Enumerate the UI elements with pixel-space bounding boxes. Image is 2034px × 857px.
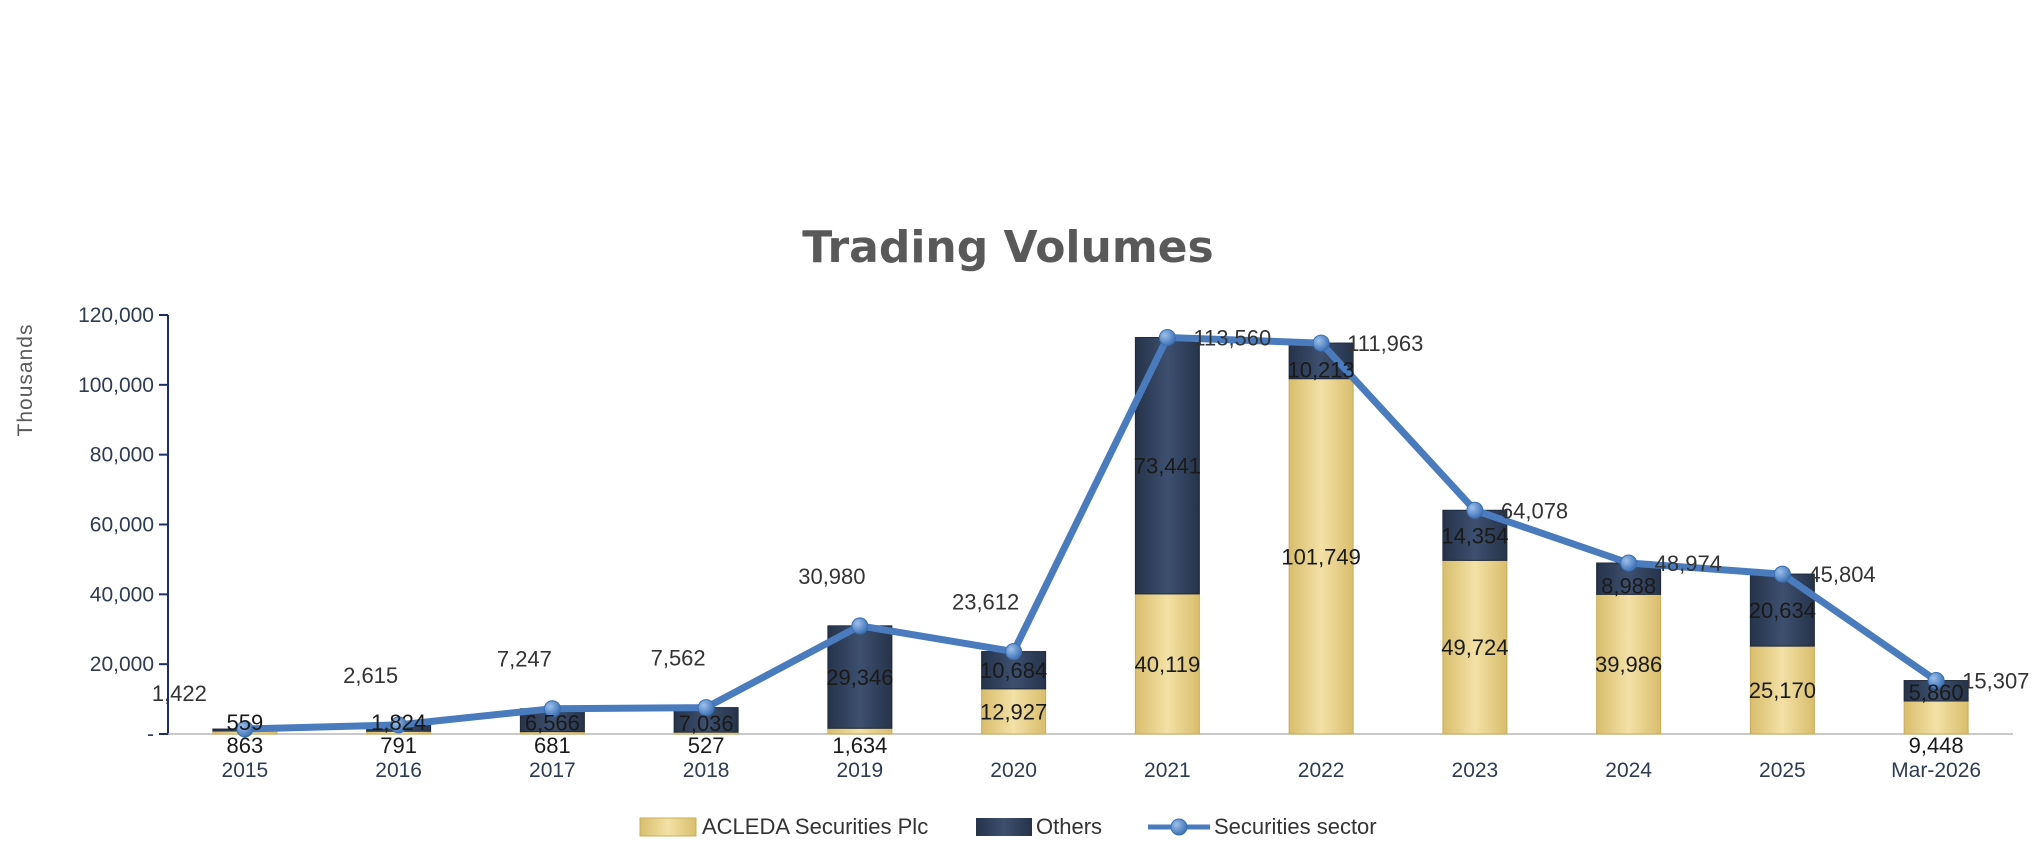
data-label-acleda: 101,749 <box>1281 544 1361 569</box>
sector-marker-2017 <box>543 700 561 718</box>
legend-label-sector: Securities sector <box>1214 814 1377 839</box>
data-label-acleda: 49,724 <box>1441 635 1508 660</box>
data-label-acleda: 25,170 <box>1749 678 1816 703</box>
sector-marker-2018 <box>697 699 715 717</box>
data-label-others: 10,213 <box>1287 358 1354 383</box>
x-tick-label: 2024 <box>1605 759 1652 782</box>
data-label-others: 73,441 <box>1134 454 1201 479</box>
data-label-others: 1,824 <box>371 710 426 735</box>
sector-marker-2022 <box>1312 334 1330 352</box>
data-label-others: 6,566 <box>525 711 580 736</box>
legend: ACLEDA Securities Plc Others Securities … <box>639 814 1377 839</box>
data-label-acleda: 1,634 <box>832 733 887 758</box>
data-label-others: 14,354 <box>1441 523 1508 548</box>
x-tick-label: 2020 <box>990 759 1037 782</box>
data-label-sector: 1,422 <box>152 681 207 706</box>
data-label-sector: 48,974 <box>1655 551 1722 576</box>
data-label-acleda: 681 <box>534 733 571 758</box>
legend-marker-sector <box>1170 818 1188 836</box>
sector-marker-Mar-2026 <box>1927 672 1945 690</box>
data-label-others: 10,684 <box>980 658 1047 683</box>
y-tick-label: 60,000 <box>90 514 154 537</box>
x-tick-label: 2022 <box>1298 759 1345 782</box>
data-label-acleda: 39,986 <box>1595 652 1662 677</box>
data-label-acleda: 863 <box>227 733 264 758</box>
data-label-others: 5,860 <box>1909 680 1964 705</box>
x-tick-label: 2023 <box>1452 759 1499 782</box>
x-tick-label: 2021 <box>1144 759 1191 782</box>
sector-marker-2020 <box>1005 643 1023 661</box>
y-tick-label: 120,000 <box>78 304 154 327</box>
bar-acleda-Mar-2026 <box>1903 700 1969 735</box>
data-label-acleda: 12,927 <box>980 699 1047 724</box>
data-label-sector: 64,078 <box>1501 498 1568 523</box>
data-label-sector: 23,612 <box>952 590 1019 615</box>
x-tick-label: 2018 <box>683 759 730 782</box>
data-label-others: 8,988 <box>1601 573 1656 598</box>
y-axis-label: Thousands <box>14 324 37 437</box>
sector-marker-2025 <box>1773 565 1791 583</box>
sector-marker-2015 <box>236 720 254 738</box>
bar-acleda-2021 <box>1134 593 1200 735</box>
data-label-acleda: 40,119 <box>1135 652 1201 677</box>
data-label-sector: 7,562 <box>651 646 706 671</box>
sector-marker-2024 <box>1620 554 1638 572</box>
y-tick-label: 40,000 <box>90 583 154 606</box>
data-label-others: 29,346 <box>826 665 893 690</box>
data-label-sector: 7,247 <box>497 647 552 672</box>
sector-marker-2016 <box>390 716 408 734</box>
bar-acleda-2022 <box>1288 378 1354 735</box>
data-label-others: 559 <box>227 710 264 735</box>
sector-marker-2019 <box>851 617 869 635</box>
x-tick-label: 2025 <box>1759 759 1806 782</box>
bar-acleda-2024 <box>1596 593 1662 735</box>
data-label-others: 20,634 <box>1749 598 1816 623</box>
data-label-sector: 45,804 <box>1808 562 1875 587</box>
data-label-sector: 113,560 <box>1193 325 1271 350</box>
bar-acleda-2025 <box>1749 645 1815 735</box>
data-label-sector: 15,307 <box>1962 669 2029 694</box>
x-tick-label: Mar-2026 <box>1891 759 1981 782</box>
x-tick-label: 2017 <box>529 759 576 782</box>
sector-marker-2021 <box>1158 328 1176 346</box>
y-tick-label: - <box>147 723 154 746</box>
data-label-sector: 2,615 <box>343 663 398 688</box>
data-label-acleda: 9,448 <box>1909 733 1964 758</box>
x-tick-label: 2019 <box>837 759 884 782</box>
legend-swatch-others <box>976 818 1032 836</box>
data-label-others: 7,036 <box>679 711 734 736</box>
data-label-sector: 111,963 <box>1347 331 1423 356</box>
data-label-acleda: 527 <box>688 733 725 758</box>
data-label-acleda: 791 <box>380 733 417 758</box>
chart-title: Trading Volumes <box>802 222 1213 273</box>
bar-others-2019 <box>827 625 893 729</box>
bar-acleda-2020 <box>981 688 1047 735</box>
y-tick-label: 20,000 <box>90 653 154 676</box>
bar-acleda-2023 <box>1442 559 1508 735</box>
legend-label-others: Others <box>1036 814 1102 839</box>
y-tick-label: 80,000 <box>90 444 154 467</box>
legend-swatch-acleda <box>639 817 697 837</box>
x-tick-label: 2016 <box>375 759 422 782</box>
x-tick-label: 2015 <box>222 759 269 782</box>
sector-marker-2023 <box>1466 501 1484 519</box>
securities-sector-line <box>241 333 1940 733</box>
data-label-sector: 30,980 <box>798 564 865 589</box>
legend-label-acleda: ACLEDA Securities Plc <box>702 814 928 839</box>
y-tick-label: 100,000 <box>78 374 154 397</box>
